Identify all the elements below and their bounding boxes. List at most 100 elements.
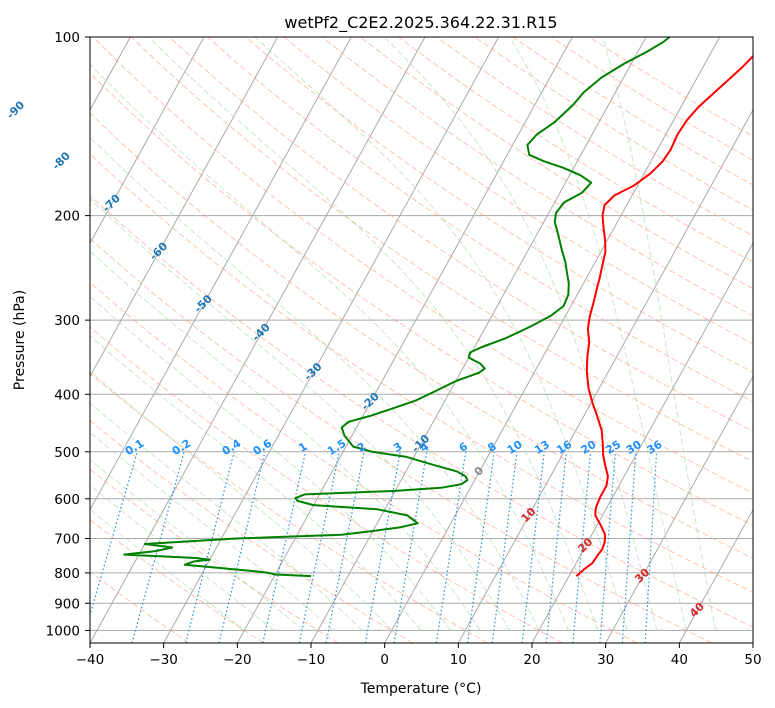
- dry-adiabat-line: [359, 37, 753, 290]
- isotherm-line: [90, 37, 205, 245]
- chart-line-labels: 0.10.20.40.611.52346810131620253036-100-…: [4, 98, 707, 620]
- moist-adiabat-line: [90, 370, 392, 631]
- mixing-ratio-line: [131, 451, 185, 643]
- moist-adiabat-line: [90, 335, 422, 631]
- dry-adiabat-line: [245, 37, 753, 373]
- moist-adiabat-line: [90, 509, 245, 631]
- dry-adiabat-line: [90, 570, 190, 643]
- isotherm-line: [752, 641, 753, 643]
- mixing-ratio-label: 16: [554, 438, 574, 457]
- chart-axes: −40 −30 −20 −10 0 10 20 30 40 5010020030040050060…: [46, 30, 762, 668]
- mixing-ratio-label: 6: [457, 440, 471, 455]
- isotherm-line: [605, 375, 753, 643]
- mixing-ratio-label: 8: [485, 440, 498, 455]
- x-tick-label: 30: [597, 652, 614, 668]
- dry-adiabat-line: [321, 37, 753, 317]
- mixing-ratio-line: [521, 451, 545, 643]
- mixing-ratio-label: 20: [579, 438, 599, 457]
- isotherm-line: [531, 242, 753, 643]
- isotherm-line: [90, 37, 426, 643]
- x-tick-label: 0: [380, 652, 389, 668]
- mixing-ratio-label: 3: [391, 440, 404, 455]
- y-tick-label: 1000: [46, 623, 80, 639]
- mixing-ratio-line: [621, 451, 637, 643]
- dry-adiabat-line: [169, 37, 753, 432]
- dry-adiabat-line: [92, 37, 753, 494]
- mixing-ratio-line: [325, 451, 365, 643]
- moist-adiabat-line: [90, 250, 481, 631]
- y-tick-label: 700: [54, 532, 80, 548]
- chart-series: [123, 37, 753, 578]
- chart-title: wetPf2_C2E2.2025.364.22.31.R15: [284, 13, 557, 33]
- y-tick-label: 400: [54, 387, 80, 403]
- dry-adiabat-line: [90, 281, 638, 643]
- isotherm-line: [0, 37, 57, 643]
- x-tick-label: 50: [744, 652, 761, 668]
- moist-adiabat-line: [148, 37, 599, 631]
- dewpoint-line: [123, 37, 671, 578]
- dry-adiabat-line: [90, 72, 753, 526]
- mixing-ratio-line: [262, 451, 307, 643]
- y-tick-label: 600: [54, 492, 80, 508]
- dry-adiabat-line: [90, 468, 339, 643]
- dry-adiabat-line: [90, 372, 488, 643]
- moist-adiabat-line: [90, 295, 451, 631]
- moist-adiabat-line: [602, 37, 717, 631]
- mixing-ratio-label: 25: [603, 438, 623, 457]
- x-tick-label: −20: [223, 652, 252, 668]
- x-tick-label: −30: [149, 652, 178, 668]
- y-tick-label: 800: [54, 566, 80, 582]
- mixing-ratio-line: [491, 451, 518, 643]
- dry-adiabat-line: [283, 37, 753, 345]
- isotherm-line: [90, 37, 352, 511]
- isotherm-label: 30: [632, 566, 652, 586]
- isotherm-line: [236, 37, 573, 643]
- mixing-ratio-label: 30: [624, 438, 644, 457]
- mixing-ratio-label: 2: [355, 440, 368, 455]
- mixing-ratio-label: 1.5: [325, 437, 348, 458]
- isotherm-label: 0: [472, 464, 487, 479]
- temperature-line: [575, 54, 753, 577]
- dry-adiabat-line: [90, 195, 753, 628]
- x-tick-label: 10: [450, 652, 467, 668]
- y-tick-label: 500: [54, 445, 80, 461]
- mixing-ratio-label: 10: [505, 438, 525, 457]
- y-tick-label: 100: [54, 30, 80, 46]
- x-tick-label: −40: [76, 652, 105, 668]
- moist-adiabat-line: [90, 63, 569, 631]
- isotherm-label: 10: [519, 505, 539, 525]
- dry-adiabat-line: [90, 237, 712, 643]
- dry-adiabat-line: [90, 419, 414, 643]
- mixing-ratio-label: 1: [296, 440, 309, 455]
- dry-adiabat-line: [90, 518, 264, 643]
- mixing-ratio-line: [218, 451, 266, 643]
- moist-adiabat-line: [90, 484, 275, 631]
- y-axis-label: Pressure (hPa): [12, 290, 28, 390]
- isotherm-line: [678, 508, 753, 643]
- isotherm-line: [163, 37, 500, 643]
- isotherm-label: -20: [359, 390, 382, 413]
- mixing-ratio-line: [185, 451, 235, 643]
- mixing-ratio-line: [466, 451, 495, 643]
- dry-adiabat-line: [90, 112, 753, 559]
- dry-adiabat-line: [90, 153, 753, 593]
- moist-adiabat-line: [509, 37, 687, 631]
- moist-adiabat-line: [90, 402, 363, 631]
- mixing-ratio-line: [393, 451, 428, 643]
- chart-grid: [0, 37, 753, 643]
- y-tick-label: 900: [54, 596, 80, 612]
- mixing-ratio-label: 0.4: [220, 437, 244, 459]
- isotherm-label: -80: [50, 149, 73, 172]
- moist-adiabat-line: [383, 37, 658, 631]
- mixing-ratio-line: [572, 451, 592, 643]
- mixing-ratio-line: [298, 451, 340, 643]
- dry-adiabat-line: [207, 37, 753, 403]
- x-tick-label: 20: [523, 652, 540, 668]
- moist-adiabat-line: [90, 136, 540, 631]
- isotherm-line: [457, 108, 753, 643]
- x-tick-label: −10: [297, 652, 326, 668]
- moist-adiabat-line: [254, 37, 628, 631]
- moist-adiabat-line: [90, 431, 334, 631]
- isotherm-line: [384, 37, 721, 643]
